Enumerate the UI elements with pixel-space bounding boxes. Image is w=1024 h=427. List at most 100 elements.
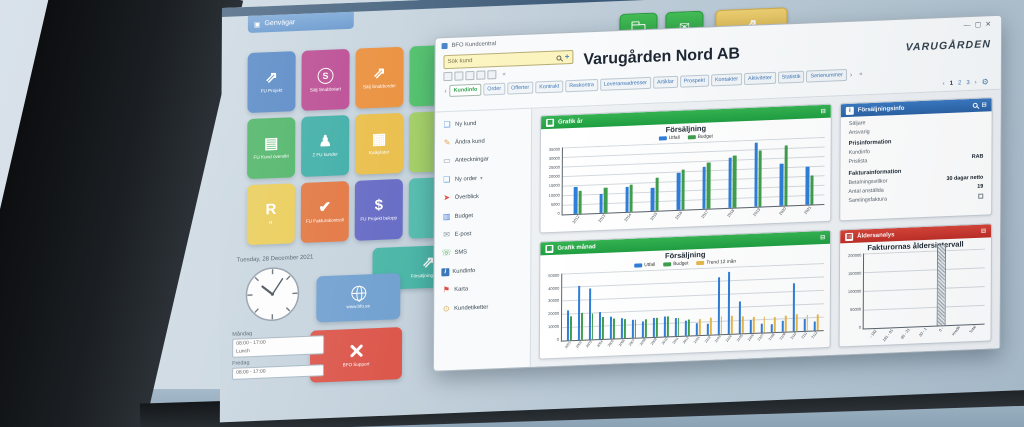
schedule-hours-field[interactable]: 08:00 - 17:00 Lunch: [232, 335, 325, 358]
desktop-tile[interactable]: ♟ 2 FU kunder: [301, 114, 350, 177]
bar: [655, 177, 659, 211]
field-label: Antal anställda: [848, 187, 884, 195]
bar: [805, 166, 810, 205]
sidebar-item-karta[interactable]: ⚑ Karta: [441, 278, 528, 299]
calculator-icon: ▦: [372, 130, 387, 149]
field-value: 19: [977, 183, 984, 190]
zoom-panel-icon[interactable]: [972, 102, 978, 108]
sidebar-item-e-post[interactable]: ✉ E-post: [442, 223, 529, 244]
customer-search-box[interactable]: +: [443, 49, 574, 70]
r-logo-icon: R: [265, 201, 277, 219]
field-label: Kundinfo: [848, 149, 870, 157]
sidebar-item-label: Ändra kund: [455, 138, 485, 146]
field-label: Samlingsfaktura: [848, 196, 887, 205]
search-icon[interactable]: [556, 54, 562, 61]
clock-widget: Tuesday, 28 December 2021 Måndag 08:00 - …: [222, 252, 383, 380]
close-button[interactable]: ✕: [985, 20, 996, 28]
bar-group: 30 - 1: [916, 250, 933, 337]
legend-label: Utfall: [644, 262, 656, 268]
bar-group: 2020: [771, 138, 797, 216]
desktop-tile[interactable]: ⇗ FU Projekt: [247, 51, 296, 114]
bar-group: 2013: [590, 145, 616, 223]
toolbar-button[interactable]: [443, 71, 453, 82]
bar: [752, 316, 755, 333]
bar-group: 2110: [790, 264, 801, 340]
page-3[interactable]: 3: [966, 79, 970, 86]
bar-group: 2106: [747, 265, 758, 342]
sidebar-item-sms[interactable]: ☏ SMS: [441, 242, 528, 263]
bar: [795, 314, 798, 332]
bar-group: 2012: [565, 146, 591, 224]
desktop-tile[interactable]: ⇗ Sälj Snabborder: [355, 46, 404, 109]
bar-group: 2012: [682, 268, 693, 344]
minimize-button[interactable]: —: [963, 21, 975, 29]
page-1[interactable]: 1: [949, 80, 954, 87]
desktop-tile[interactable]: ▦ Kalkylator: [354, 112, 404, 175]
toolbar-button[interactable]: [487, 70, 497, 80]
toolbar-button[interactable]: [454, 71, 464, 81]
y-axis: 200000 150000 100000 50000 0: [847, 252, 862, 330]
desktop-tile[interactable]: $ FU Projekt belopp: [354, 178, 403, 241]
tab-artiklar[interactable]: Artiklar: [652, 75, 678, 89]
toolbar-button[interactable]: [465, 70, 475, 81]
arrow-up-icon: ⇗: [373, 64, 386, 83]
bar: [760, 323, 763, 333]
collapse-panel-icon[interactable]: ⊟: [981, 228, 987, 235]
panel-title: Grafik år: [558, 118, 583, 126]
sidebar-item-label: SMS: [454, 249, 468, 257]
bar: [936, 244, 946, 326]
checkbox[interactable]: [978, 193, 984, 199]
bar-group: 2005: [607, 271, 618, 347]
bar: [706, 162, 711, 209]
search-input[interactable]: [447, 54, 554, 65]
collapse-icon[interactable]: «: [502, 71, 506, 78]
info-icon: i: [845, 106, 854, 115]
window-controls[interactable]: —▢✕: [964, 19, 996, 28]
sidebar-item-anteckningar[interactable]: ▭ Anteckningar: [442, 150, 529, 171]
tab-genvagar[interactable]: ▣ Genvägar: [247, 11, 354, 33]
sidebar-item-ny-order[interactable]: ❏ Ny order ▾: [442, 168, 529, 189]
collapse-icon[interactable]: «: [859, 71, 863, 78]
page-2[interactable]: 2: [957, 79, 962, 87]
bar-group: 2015: [642, 143, 668, 221]
desktop-tile[interactable]: ▤ FU Kund översikt: [247, 117, 296, 180]
maximize-button[interactable]: ▢: [974, 20, 986, 29]
tab-statistik[interactable]: Statistik: [777, 70, 805, 84]
sidebar-item--verblick[interactable]: ➤ Överblick: [442, 186, 529, 207]
tabs-scroll-left-icon[interactable]: ‹: [444, 87, 447, 95]
collapse-panel-icon[interactable]: ⊟: [981, 102, 987, 109]
money-icon: $: [374, 196, 384, 215]
tab-order[interactable]: Order: [483, 82, 506, 96]
bar: [569, 315, 572, 341]
bar: [580, 312, 583, 340]
gear-icon[interactable]: ⚙: [981, 77, 989, 87]
collapse-panel-icon[interactable]: ⊟: [820, 108, 826, 116]
tags-icon: ⊙: [442, 303, 450, 313]
desktop-tile[interactable]: ✔ FU Fakturakontroll: [300, 181, 349, 244]
toolbar-button[interactable]: [476, 70, 486, 80]
tile-label: Sälj Snabbstart: [309, 85, 342, 93]
bar: [806, 314, 809, 331]
sidebar-item-budget[interactable]: ▥ Budget: [442, 205, 529, 226]
sidebar-item-ny-kund[interactable]: ❏ Ny kund: [442, 113, 529, 134]
sidebar-item-kundetiketter[interactable]: ⊙ Kundetiketter: [441, 297, 528, 318]
bar: [803, 318, 806, 331]
collapse-panel-icon[interactable]: ⊟: [820, 234, 826, 242]
bar: [602, 317, 605, 340]
add-customer-button[interactable]: +: [564, 52, 570, 62]
bar: [784, 145, 788, 206]
sidebar-item--ndra-kund[interactable]: ✎ Ändra kund: [442, 131, 529, 152]
plot-area: 2001 2002 2003 2004 2005 2006 2007 2008 2009 2010…: [561, 262, 825, 349]
page-prev[interactable]: ‹: [942, 80, 945, 87]
bar-group: 2014: [616, 144, 642, 222]
bar-group: 0 -: [933, 244, 950, 332]
sidebar-item-kundinfo[interactable]: i Kundinfo: [441, 260, 528, 281]
field-value: 30 dagar netto: [946, 174, 984, 182]
desktop-tile[interactable]: S Sälj Snabbstart: [301, 48, 350, 111]
bar: [773, 316, 776, 333]
map-pin-icon: ⚑: [442, 285, 450, 295]
tabs-scroll-right-icon[interactable]: ›: [849, 71, 853, 79]
page-next[interactable]: ›: [974, 79, 977, 86]
tab-offerter[interactable]: Offerter: [507, 81, 534, 95]
